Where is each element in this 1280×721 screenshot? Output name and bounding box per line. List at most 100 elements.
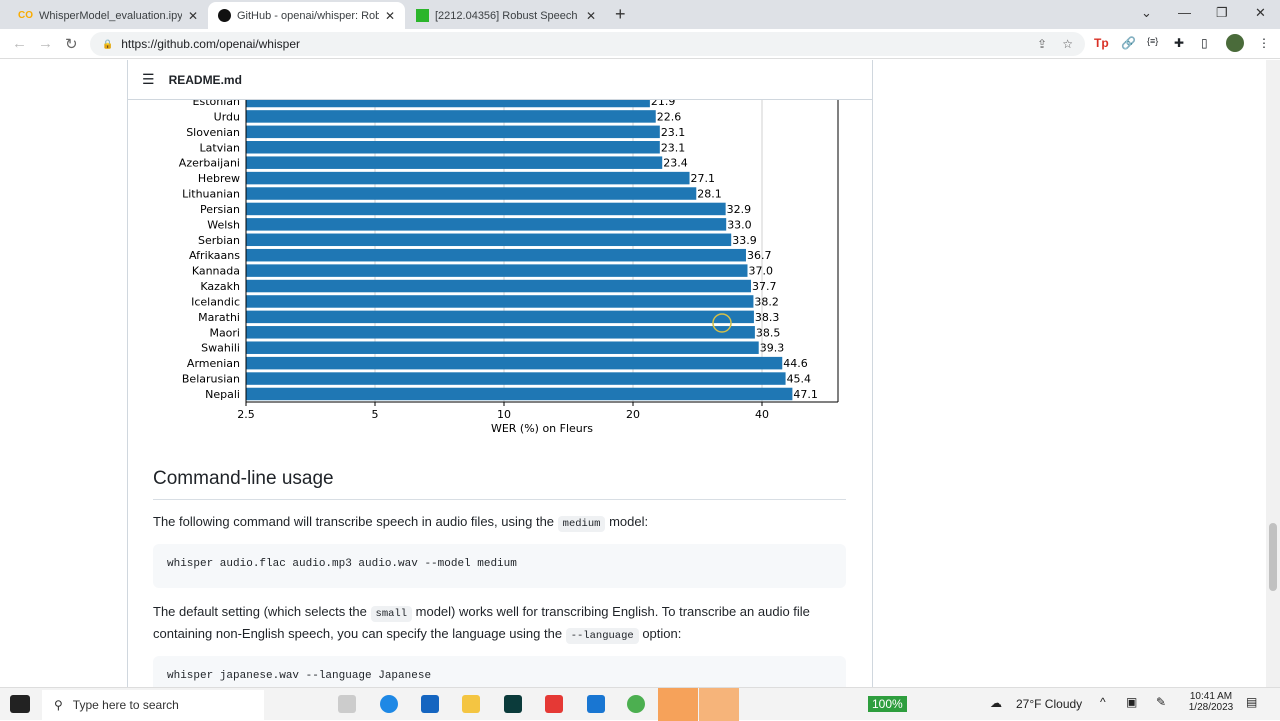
bar-value-label: 38.2 — [754, 295, 779, 308]
weather-icon: ☁ — [990, 696, 1002, 710]
arxiv-icon — [416, 9, 429, 22]
bar-value-label: 23.4 — [663, 157, 688, 170]
inline-code: small — [370, 606, 413, 622]
bar — [246, 218, 727, 231]
code-block-2[interactable]: whisper japanese.wav --language Japanese — [153, 656, 846, 687]
scrollbar[interactable] — [1266, 60, 1280, 687]
edge-icon[interactable] — [380, 695, 398, 713]
close-tab-icon[interactable]: ✕ — [585, 8, 596, 23]
bar-value-label: 39.3 — [760, 342, 785, 355]
section-heading: Command-line usage — [153, 468, 846, 500]
tab-search-icon[interactable]: ⌄ — [1141, 5, 1152, 20]
start-button[interactable] — [10, 695, 30, 713]
readme-header: ☰ README.md — [127, 60, 873, 100]
y-tick-label: Urdu — [214, 110, 240, 123]
scrollbar-thumb[interactable] — [1269, 523, 1277, 591]
taskbar-search[interactable]: ⚲ Type here to search — [42, 690, 264, 720]
tab-arxiv[interactable]: [2212.04356] Robust Speech Rec ✕ — [406, 2, 606, 29]
inline-code: medium — [557, 516, 606, 532]
outline-list-icon[interactable]: ☰ — [142, 71, 155, 87]
bar-value-label: 28.1 — [697, 188, 722, 201]
new-tab-button[interactable]: + — [615, 4, 626, 24]
profile-avatar[interactable] — [1226, 34, 1244, 52]
back-button[interactable]: ← — [12, 35, 27, 52]
file-explorer-icon[interactable] — [462, 695, 480, 713]
app-icon[interactable] — [504, 695, 522, 713]
bar — [246, 372, 786, 385]
search-icon: ⚲ — [54, 698, 63, 712]
bar — [246, 310, 754, 324]
forward-button[interactable]: → — [38, 35, 53, 52]
minimize-button[interactable]: — — [1178, 5, 1191, 20]
cursor-highlight — [712, 313, 732, 333]
store-icon[interactable] — [421, 695, 439, 713]
tab-github[interactable]: GitHub - openai/whisper: Robust ✕ — [208, 2, 405, 29]
extensions-puzzle-icon[interactable]: ✚ — [1174, 36, 1185, 50]
bar-value-label: 44.6 — [783, 357, 808, 370]
maximize-button[interactable]: ❐ — [1216, 5, 1228, 20]
y-tick-label: Persian — [200, 203, 240, 216]
bar — [246, 326, 755, 339]
bar-value-label: 37.0 — [748, 265, 773, 278]
x-tick-label: 10 — [497, 408, 511, 421]
bar-value-label: 32.9 — [727, 203, 752, 216]
bar — [246, 110, 656, 123]
y-tick-label: Azerbaijani — [179, 157, 240, 170]
share-icon[interactable]: ⇪ — [1036, 37, 1047, 51]
windows-taskbar: ⚲ Type here to search 100% ☁ 27°F Cloudy… — [0, 687, 1280, 721]
bar-value-label: 27.1 — [691, 172, 716, 185]
side-panel-icon[interactable]: ▯ — [1201, 36, 1208, 50]
recorder-icon[interactable] — [699, 688, 739, 721]
y-tick-label: Serbian — [198, 234, 240, 247]
close-window-button[interactable]: ✕ — [1255, 5, 1266, 20]
bar-value-label: 23.1 — [661, 126, 686, 139]
bar-value-label: 36.7 — [747, 249, 772, 262]
bar — [246, 264, 748, 277]
chrome-icon[interactable] — [627, 695, 645, 713]
reload-button[interactable]: ↻ — [65, 36, 78, 53]
bar-value-label: 33.9 — [732, 234, 757, 247]
clock[interactable]: 10:41 AM 1/28/2023 — [1188, 691, 1234, 713]
close-tab-icon[interactable]: ✕ — [384, 8, 395, 23]
bar — [246, 356, 783, 370]
inline-code: --language — [565, 628, 639, 644]
app-l-icon[interactable] — [587, 695, 605, 713]
bar — [246, 187, 697, 200]
address-bar[interactable]: 🔒 https://github.com/openai/whisper ⇪ ☆ — [90, 32, 1085, 56]
bar — [246, 279, 751, 293]
bar-value-label: 33.0 — [727, 218, 752, 231]
bar-value-label: 47.1 — [793, 388, 818, 401]
bar — [246, 171, 690, 185]
menu-kebab-icon[interactable]: ⋮ — [1258, 36, 1270, 50]
battery-indicator[interactable]: 100% — [868, 696, 907, 712]
app-red-icon[interactable] — [545, 695, 563, 713]
readme-title: README.md — [168, 72, 242, 87]
extension-icon[interactable]: {≡} — [1147, 36, 1159, 46]
weather-widget[interactable]: 27°F Cloudy — [1016, 697, 1083, 711]
task-view-icon[interactable] — [338, 695, 356, 713]
x-axis-label: WER (%) on Fleurs — [491, 422, 593, 435]
tray-icon[interactable]: ▣ — [1126, 695, 1138, 709]
notifications-icon[interactable]: ▤ — [1246, 695, 1258, 709]
y-tick-label: Armenian — [187, 357, 240, 370]
chevron-up-icon[interactable]: ^ — [1100, 695, 1106, 709]
teams-icon[interactable] — [658, 688, 698, 721]
y-tick-label: Lithuanian — [182, 188, 240, 201]
bookmark-star-icon[interactable]: ☆ — [1062, 37, 1073, 51]
y-tick-label: Welsh — [207, 218, 240, 231]
colab-icon: CO — [18, 10, 33, 21]
link-extension-icon[interactable]: 🔗 — [1121, 36, 1136, 50]
bar-value-label: 45.4 — [787, 373, 812, 386]
page-content: ☰ README.md 2.5 5 10 20 40 Estonian 21.9 Urdu 22… — [0, 60, 1280, 687]
y-tick-label: Belarusian — [182, 373, 240, 386]
close-tab-icon[interactable]: ✕ — [187, 8, 198, 23]
bar — [246, 202, 726, 216]
extension-tp-icon[interactable]: Tp — [1094, 36, 1109, 50]
bar — [246, 248, 746, 262]
y-tick-label: Hebrew — [198, 172, 240, 185]
pen-icon[interactable]: ✎ — [1156, 695, 1167, 709]
bar-value-label: 23.1 — [661, 141, 686, 154]
code-block-1[interactable]: whisper audio.flac audio.mp3 audio.wav -… — [153, 544, 846, 588]
bar — [246, 387, 793, 401]
tab-colab[interactable]: CO WhisperModel_evaluation.ipynb ✕ — [18, 8, 198, 23]
